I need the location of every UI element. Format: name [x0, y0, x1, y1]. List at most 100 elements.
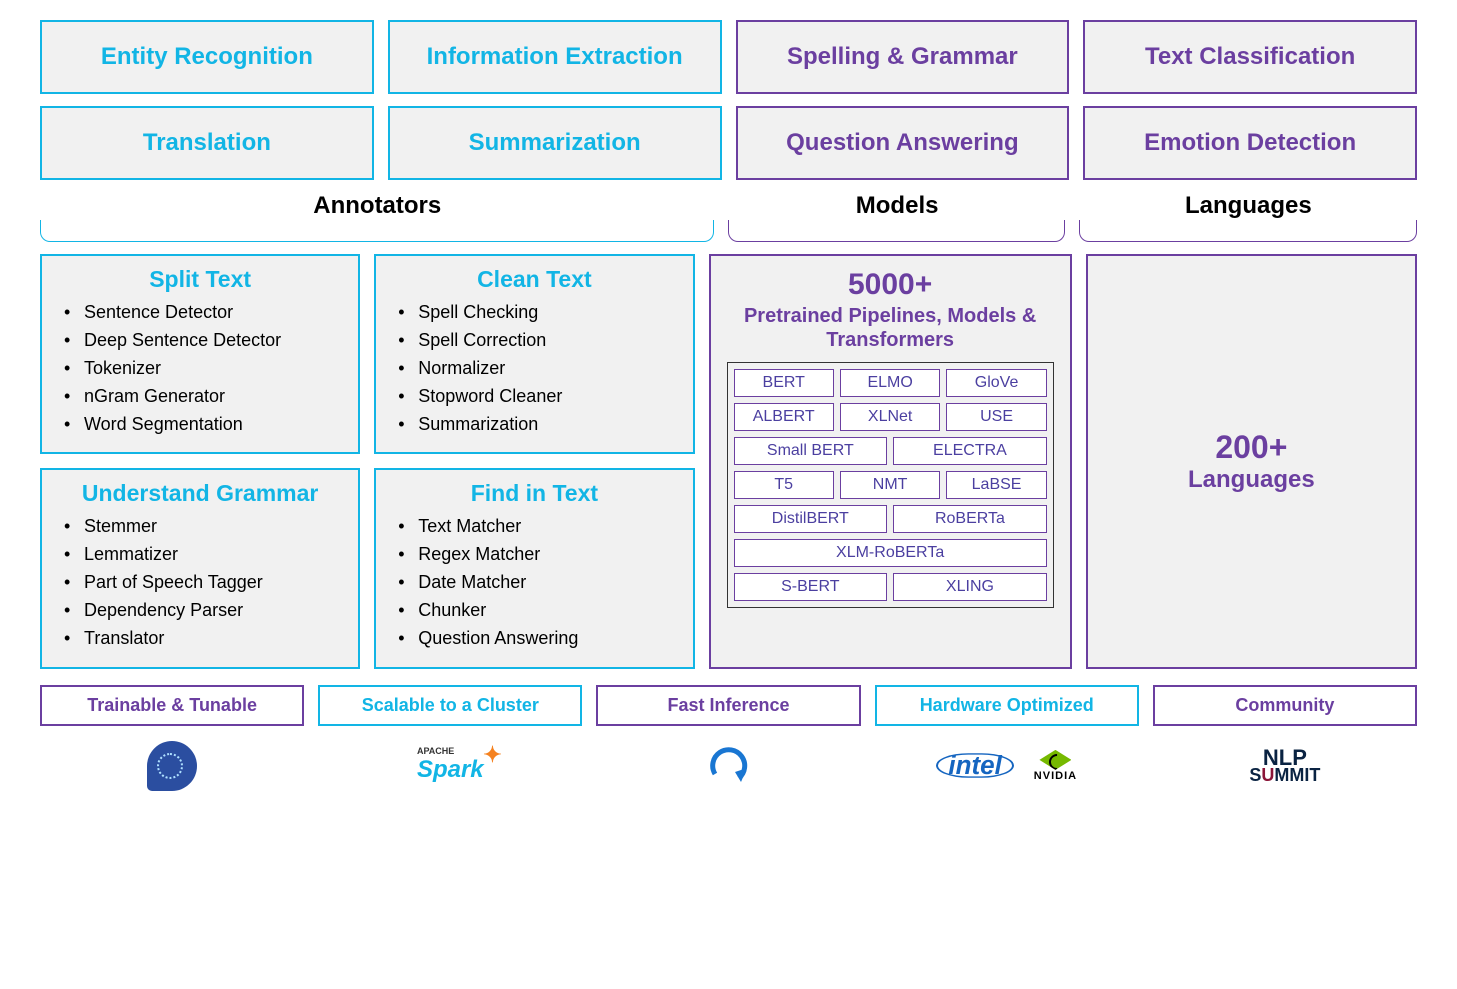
- model-chip: T5: [734, 471, 834, 499]
- pill-community: Community: [1153, 685, 1417, 726]
- languages-subtitle: Languages: [1188, 466, 1315, 494]
- model-chip: Small BERT: [734, 437, 888, 465]
- models-list: BERTELMOGloVe ALBERTXLNetUSE Small BERTELE…: [727, 362, 1054, 608]
- annotators-column: Split Text Sentence DetectorDeep Sentence…: [40, 254, 695, 669]
- annotator-item: Text Matcher: [394, 513, 674, 541]
- models-line: XLM-RoBERTa: [734, 539, 1047, 567]
- task-question-answering: Question Answering: [736, 106, 1070, 180]
- task-translation: Translation: [40, 106, 374, 180]
- pills-row: Trainable & Tunable Scalable to a Cluste…: [40, 685, 1417, 726]
- annotator-card-title: Find in Text: [394, 480, 674, 507]
- model-chip: LaBSE: [946, 471, 1046, 499]
- bracket-models: [728, 220, 1066, 242]
- model-chip: ALBERT: [734, 403, 834, 431]
- model-chip: S-BERT: [734, 573, 888, 601]
- annotator-item: Normalizer: [394, 355, 674, 383]
- task-entity-recognition: Entity Recognition: [40, 20, 374, 94]
- label-annotators: Annotators: [40, 192, 715, 220]
- model-chip: XLING: [893, 573, 1047, 601]
- model-chip: GloVe: [946, 369, 1046, 397]
- annotator-item: Stopword Cleaner: [394, 383, 674, 411]
- brackets-row: [40, 222, 1417, 244]
- models-count: 5000+: [848, 268, 932, 302]
- bracket-languages: [1079, 220, 1417, 242]
- annotator-card-3: Find in Text Text MatcherRegex MatcherDat…: [374, 468, 694, 668]
- models-line: Small BERTELECTRA: [734, 437, 1047, 465]
- annotator-card-0: Split Text Sentence DetectorDeep Sentence…: [40, 254, 360, 454]
- logos-row: APACHE Spark intel NVIDIA NLP SUMMIT: [40, 736, 1417, 796]
- model-chip: NMT: [840, 471, 940, 499]
- annotator-item-list: StemmerLemmatizerPart of Speech TaggerDe…: [60, 513, 340, 652]
- logo-hardware: intel NVIDIA: [875, 736, 1139, 796]
- pill-trainable: Trainable & Tunable: [40, 685, 304, 726]
- annotator-item: Date Matcher: [394, 569, 674, 597]
- annotator-item: Lemmatizer: [60, 541, 340, 569]
- annotator-item: Sentence Detector: [60, 299, 340, 327]
- top-row-1: Entity Recognition Information Extractio…: [40, 20, 1417, 94]
- model-chip: XLNet: [840, 403, 940, 431]
- annotator-item-list: Text MatcherRegex MatcherDate MatcherChu…: [394, 513, 674, 652]
- model-chip: ELECTRA: [893, 437, 1047, 465]
- models-line: T5NMTLaBSE: [734, 471, 1047, 499]
- annotator-item: Spell Correction: [394, 327, 674, 355]
- annotator-card-title: Understand Grammar: [60, 480, 340, 507]
- annotator-item: nGram Generator: [60, 383, 340, 411]
- annotator-card-title: Split Text: [60, 266, 340, 293]
- pill-scalable: Scalable to a Cluster: [318, 685, 582, 726]
- models-line: ALBERTXLNetUSE: [734, 403, 1047, 431]
- section-labels: Annotators Models Languages: [40, 192, 1417, 220]
- annotator-item: Dependency Parser: [60, 597, 340, 625]
- models-line: S-BERTXLING: [734, 573, 1047, 601]
- languages-panel: 200+ Languages: [1086, 254, 1417, 669]
- annotator-item: Regex Matcher: [394, 541, 674, 569]
- intel-icon: intel: [936, 748, 1013, 783]
- bracket-annotators: [40, 220, 714, 242]
- model-chip: XLM-RoBERTa: [734, 539, 1047, 567]
- annotator-card-1: Clean Text Spell CheckingSpell Correction…: [374, 254, 694, 454]
- model-chip: ELMO: [840, 369, 940, 397]
- pill-fast-inference: Fast Inference: [596, 685, 860, 726]
- logo-fast: [596, 736, 860, 796]
- models-panel: 5000+ Pretrained Pipelines, Models & Tra…: [709, 254, 1072, 669]
- task-text-classification: Text Classification: [1083, 20, 1417, 94]
- task-emotion-detection: Emotion Detection: [1083, 106, 1417, 180]
- annotator-item: Tokenizer: [60, 355, 340, 383]
- models-subtitle: Pretrained Pipelines, Models & Transform…: [727, 304, 1054, 352]
- annotator-card-2: Understand Grammar StemmerLemmatizerPart …: [40, 468, 360, 668]
- languages-count: 200+: [1215, 429, 1287, 466]
- logo-spark: APACHE Spark: [318, 736, 582, 796]
- model-chip: DistilBERT: [734, 505, 888, 533]
- nlp-summit-icon: NLP SUMMIT: [1249, 749, 1320, 783]
- spark-icon: APACHE Spark: [417, 748, 484, 783]
- annotator-item: Question Answering: [394, 625, 674, 653]
- annotator-item-list: Spell CheckingSpell CorrectionNormalizer…: [394, 299, 674, 438]
- model-chip: BERT: [734, 369, 834, 397]
- brain-icon: [147, 741, 197, 791]
- annotator-item: Part of Speech Tagger: [60, 569, 340, 597]
- annotator-item: Deep Sentence Detector: [60, 327, 340, 355]
- annotator-item: Spell Checking: [394, 299, 674, 327]
- speed-arrow-icon: [709, 746, 749, 786]
- logo-nlp-summit: NLP SUMMIT: [1153, 736, 1417, 796]
- task-spelling-grammar: Spelling & Grammar: [736, 20, 1070, 94]
- models-line: DistilBERTRoBERTa: [734, 505, 1047, 533]
- annotator-item: Word Segmentation: [60, 411, 340, 439]
- annotator-item: Stemmer: [60, 513, 340, 541]
- model-chip: RoBERTa: [893, 505, 1047, 533]
- annotator-item-list: Sentence DetectorDeep Sentence DetectorT…: [60, 299, 340, 438]
- main-content: Split Text Sentence DetectorDeep Sentence…: [40, 254, 1417, 669]
- label-languages: Languages: [1080, 192, 1417, 220]
- models-line: BERTELMOGloVe: [734, 369, 1047, 397]
- label-models: Models: [729, 192, 1066, 220]
- pill-hardware-optimized: Hardware Optimized: [875, 685, 1139, 726]
- model-chip: USE: [946, 403, 1046, 431]
- task-summarization: Summarization: [388, 106, 722, 180]
- top-row-2: Translation Summarization Question Answe…: [40, 106, 1417, 180]
- task-information-extraction: Information Extraction: [388, 20, 722, 94]
- annotator-item: Summarization: [394, 411, 674, 439]
- annotator-card-title: Clean Text: [394, 266, 674, 293]
- logo-brain: [40, 736, 304, 796]
- nvidia-icon: NVIDIA: [1034, 750, 1077, 782]
- annotator-item: Chunker: [394, 597, 674, 625]
- annotator-item: Translator: [60, 625, 340, 653]
